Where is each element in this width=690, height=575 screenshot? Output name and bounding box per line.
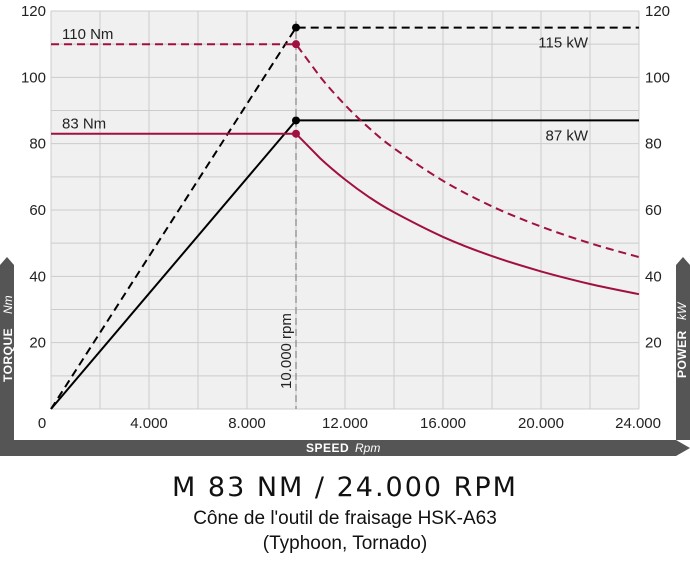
annotation-label: 83 Nm <box>62 116 106 133</box>
x-tick-label: 12.000 <box>322 415 368 432</box>
y-tick-label-left: 80 <box>29 136 46 153</box>
x-tick-label: 0 <box>38 415 46 432</box>
corner-markers <box>292 23 300 138</box>
y-tick-label-left: 120 <box>21 3 46 20</box>
x-tick-label: 4.000 <box>130 415 168 432</box>
power-corner-point <box>292 116 300 125</box>
y-tick-label-right: 100 <box>645 69 670 86</box>
y-tick-label-right: 40 <box>645 268 662 285</box>
y-tick-label-right: 120 <box>645 3 670 20</box>
annotations: 110 Nm 83 Nm 115 kW 87 kW <box>62 26 589 144</box>
power-axis-unit: kW <box>675 301 689 320</box>
y-tick-labels-right: 20 40 60 80 100 120 <box>645 3 670 352</box>
y-tick-label-left: 100 <box>21 69 46 86</box>
y-tick-label-right: 20 <box>645 335 662 352</box>
y-tick-label-right: 60 <box>645 202 662 219</box>
rated-speed-label: 10.000 rpm <box>278 313 295 389</box>
y-tick-label-left: 20 <box>29 335 46 352</box>
chart-subtitle-2: (Typhoon, Tornado) <box>262 533 428 554</box>
power-line-dashed <box>50 26 639 410</box>
torque-corner-point <box>292 129 300 138</box>
y-tick-label-right: 80 <box>645 136 662 153</box>
torque-axis-title: TORQUE <box>1 328 15 382</box>
power-axis-title: POWER <box>675 330 689 378</box>
torque-corner-point <box>292 40 300 49</box>
x-tick-label: 20.000 <box>518 415 564 432</box>
x-tick-labels: 0 4.000 8.000 12.000 16.000 20.000 24.000 <box>38 415 661 432</box>
torque-axis-unit: Nm <box>1 295 15 314</box>
speed-axis-unit: Rpm <box>355 441 380 455</box>
captions: M 83 NM / 24.000 RPM Cône de l'outil de … <box>0 470 690 556</box>
y-tick-labels-left: 20 40 60 80 100 120 <box>21 3 46 352</box>
annotation-label: 115 kW <box>538 35 589 52</box>
torque-line-dashed <box>51 43 640 259</box>
x-tick-label: 16.000 <box>420 415 466 432</box>
chart-subtitle: Cône de l'outil de fraisage HSK-A63 <box>193 508 497 529</box>
annotation-label: 87 kW <box>545 127 588 144</box>
annotation-label: 110 Nm <box>62 26 113 43</box>
speed-axis-title: SPEED <box>306 441 349 455</box>
chart-title: M 83 NM / 24.000 RPM <box>172 472 518 503</box>
grid <box>50 10 640 410</box>
x-tick-label: 24.000 <box>615 415 661 432</box>
y-tick-label-left: 60 <box>29 202 46 219</box>
speed-axis-band <box>0 440 690 456</box>
y-tick-label-left: 40 <box>29 268 46 285</box>
torque-axis-band <box>0 257 14 440</box>
power-corner-point <box>292 23 300 32</box>
torque-power-chart: 0 4.000 8.000 12.000 16.000 20.000 24.000 20 40… <box>0 3 690 456</box>
power-axis-band <box>676 257 690 440</box>
x-tick-label: 8.000 <box>228 415 266 432</box>
torque-line-solid <box>51 132 640 296</box>
